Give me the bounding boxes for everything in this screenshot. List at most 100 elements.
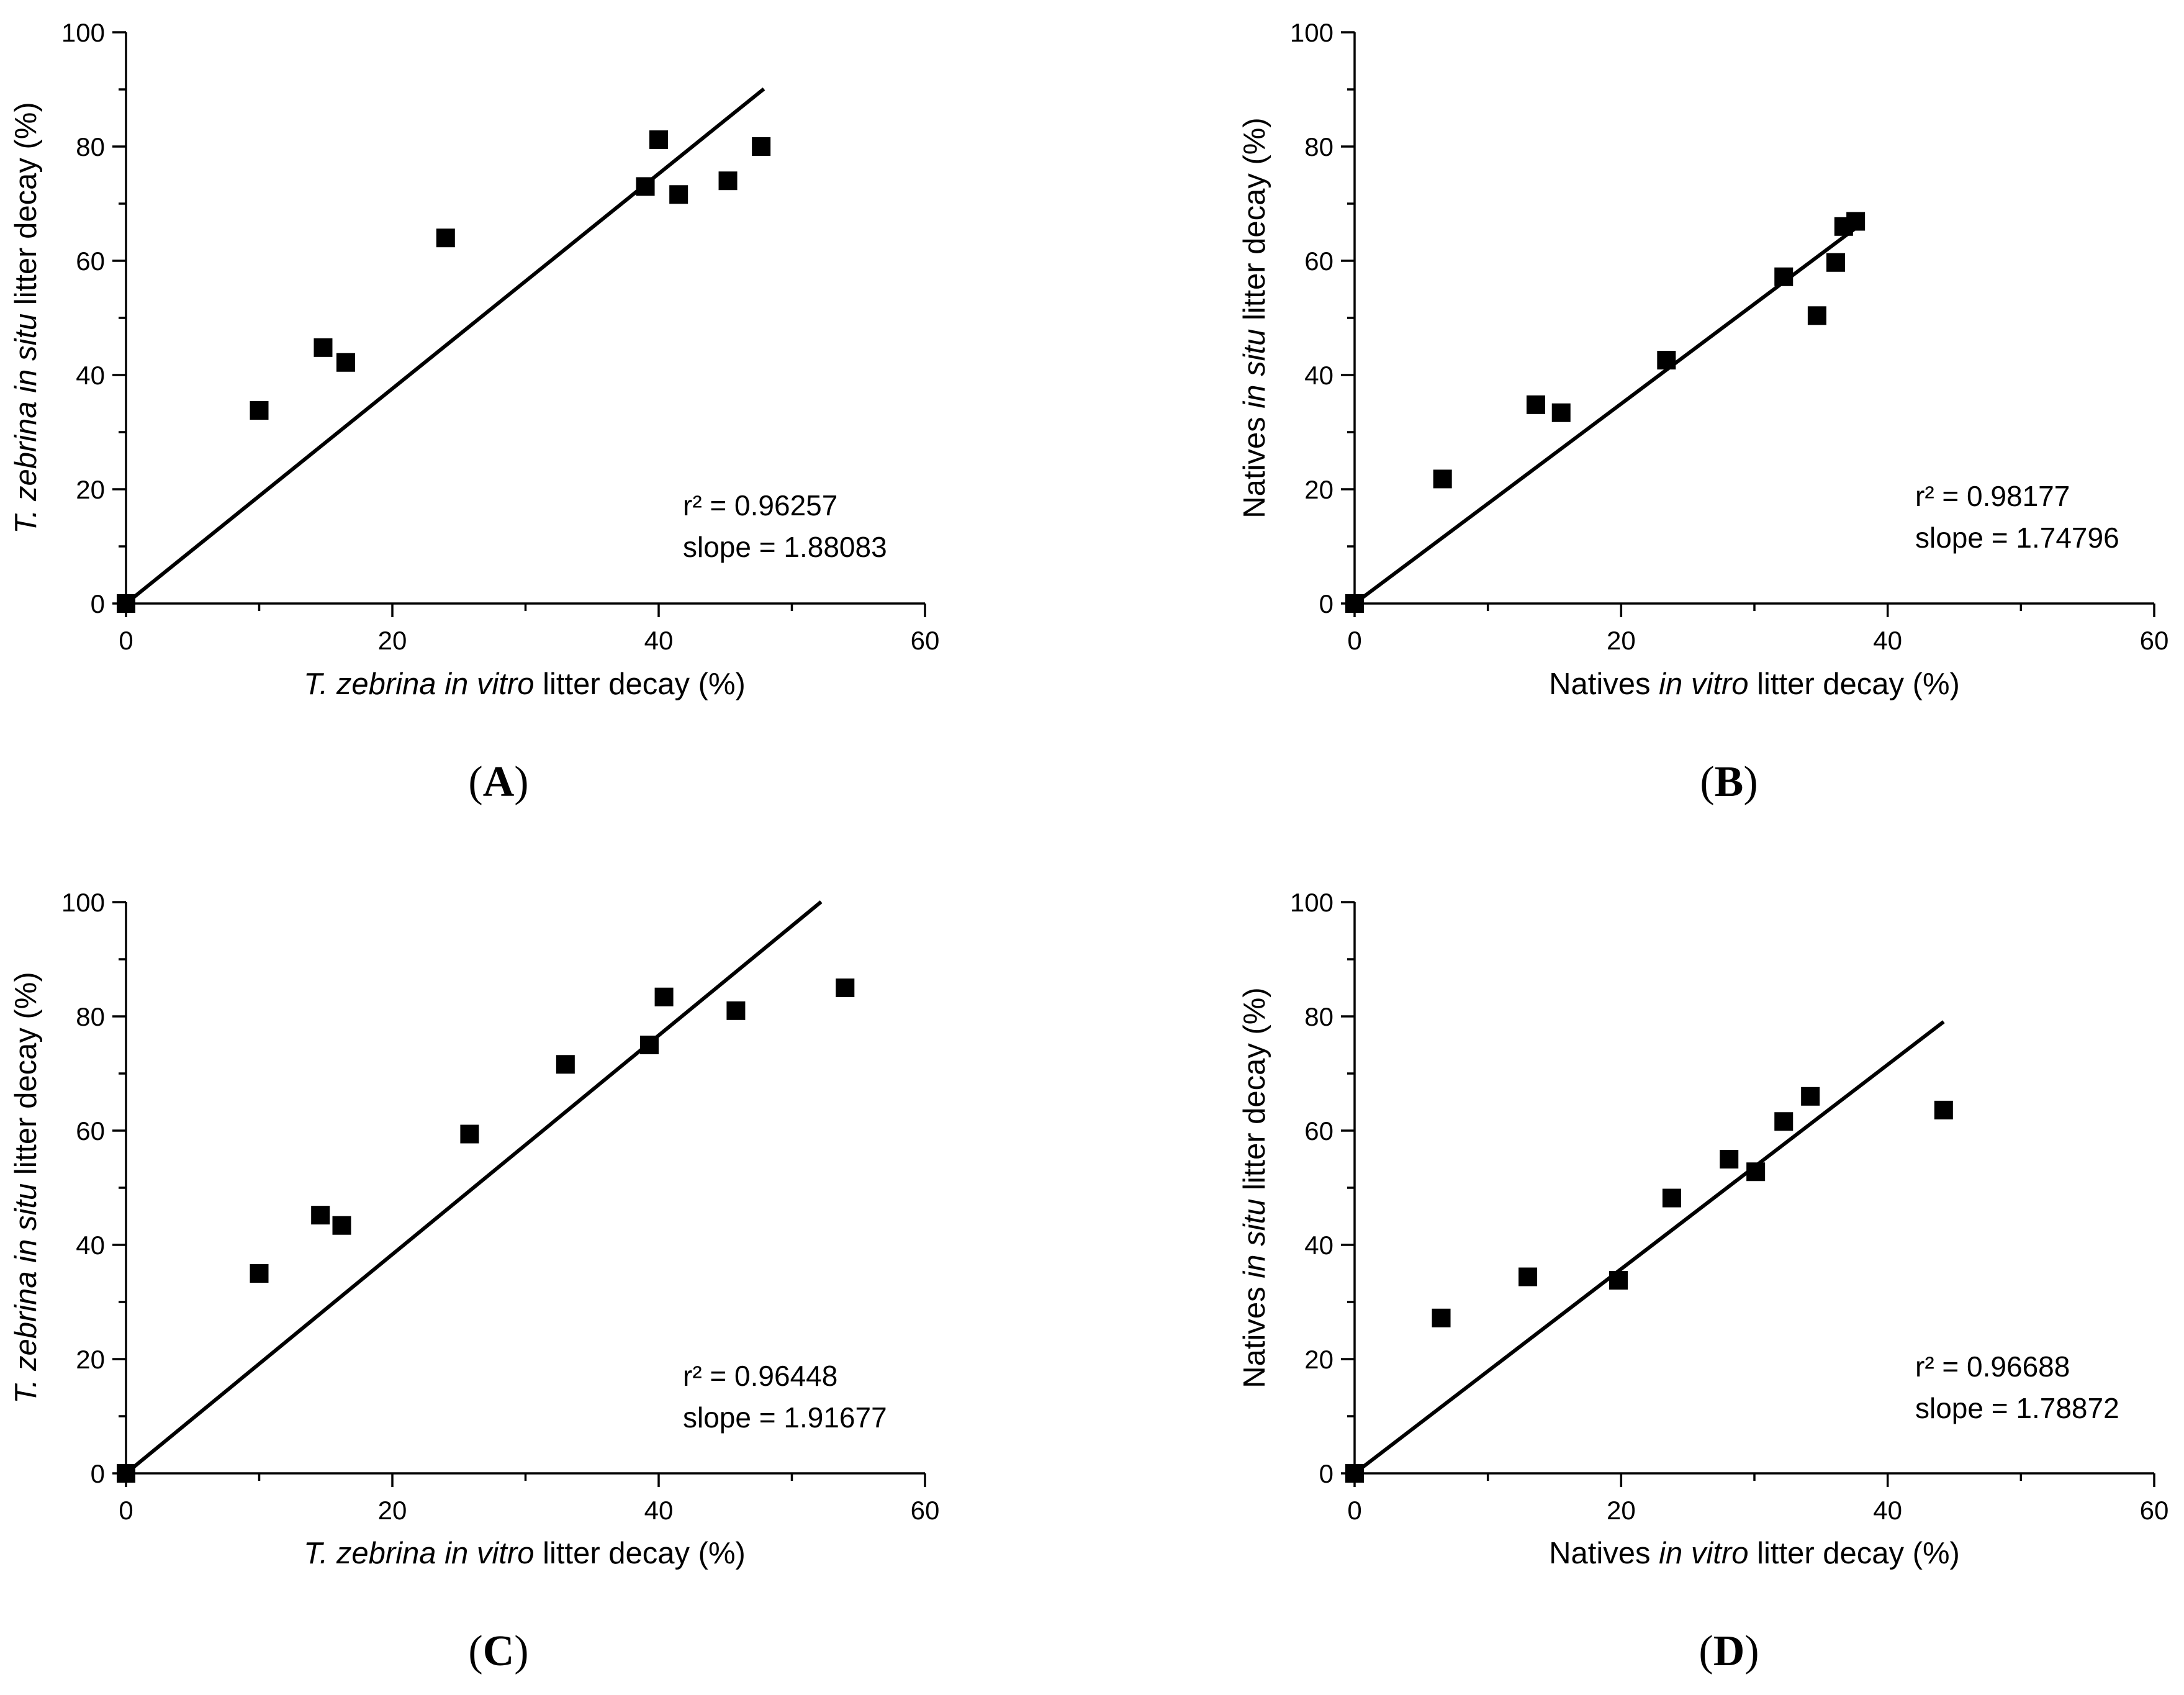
data-point bbox=[1657, 351, 1676, 370]
data-point bbox=[752, 137, 771, 156]
x-axis-label: Natives in vitro litter decay (%) bbox=[1549, 667, 1960, 701]
x-tick-label: 40 bbox=[644, 1496, 674, 1525]
y-tick-label: 60 bbox=[76, 246, 105, 276]
x-axis-label: T. zebrina in vitro litter decay (%) bbox=[304, 667, 746, 701]
data-point bbox=[332, 1216, 351, 1235]
y-axis-label: T. zebrina in situ litter decay (%) bbox=[9, 102, 43, 533]
data-point bbox=[636, 177, 655, 196]
y-tick-label: 80 bbox=[76, 132, 105, 161]
x-tick-label: 60 bbox=[2140, 1496, 2169, 1525]
regression-line bbox=[1353, 1020, 1945, 1475]
y-axis-label: T. zebrina in situ litter decay (%) bbox=[9, 972, 43, 1403]
chart-panel-d: 0 20 40 60 0 20 40 60 80 100 Natives in vitro litt… bbox=[1238, 888, 2168, 1675]
x-tick-label: 0 bbox=[1347, 626, 1361, 655]
y-tick-label: 20 bbox=[76, 475, 105, 504]
data-point bbox=[436, 228, 455, 248]
x-tick-label: 60 bbox=[2140, 626, 2169, 655]
data-point bbox=[639, 1036, 659, 1054]
y-tick-label: 80 bbox=[1304, 132, 1333, 161]
y-tick-label: 60 bbox=[1304, 1116, 1333, 1146]
r-squared-annotation: r² = 0.96257 bbox=[683, 489, 837, 522]
data-point bbox=[1609, 1271, 1628, 1290]
y-tick-label: 20 bbox=[1304, 1345, 1333, 1374]
y-tick-label: 40 bbox=[76, 1231, 105, 1260]
data-point bbox=[718, 171, 738, 191]
data-point bbox=[1774, 1112, 1794, 1131]
data-point bbox=[1826, 253, 1845, 272]
y-tick-label: 80 bbox=[76, 1002, 105, 1031]
y-tick-label: 0 bbox=[1319, 589, 1333, 618]
x-axis-label: T. zebrina in vitro litter decay (%) bbox=[304, 1537, 746, 1570]
data-point bbox=[1345, 1464, 1364, 1483]
r-squared-annotation: r² = 0.98177 bbox=[1915, 480, 2070, 512]
x-axis-label: Natives in vitro litter decay (%) bbox=[1549, 1537, 1960, 1570]
x-tick-label: 40 bbox=[1873, 1496, 1902, 1525]
data-point bbox=[1432, 1308, 1451, 1327]
data-point bbox=[314, 338, 333, 357]
y-tick-label: 100 bbox=[1290, 888, 1333, 917]
y-tick-label: 40 bbox=[76, 361, 105, 390]
data-point bbox=[1746, 1162, 1766, 1182]
slope-annotation: slope = 1.88083 bbox=[683, 531, 887, 563]
panel-label: (B) bbox=[1700, 758, 1758, 806]
data-point bbox=[726, 1001, 746, 1020]
y-tick-label: 100 bbox=[61, 18, 105, 47]
data-point bbox=[1526, 395, 1545, 414]
slope-annotation: slope = 1.74796 bbox=[1915, 522, 2119, 554]
data-point bbox=[1774, 267, 1794, 286]
data-point bbox=[1345, 594, 1364, 613]
x-tick-label: 20 bbox=[378, 626, 407, 655]
data-point bbox=[1551, 403, 1571, 422]
y-tick-label: 80 bbox=[1304, 1002, 1333, 1031]
regression-line bbox=[125, 900, 823, 1475]
data-point bbox=[1846, 212, 1866, 231]
data-point bbox=[117, 1464, 135, 1483]
data-point bbox=[311, 1206, 330, 1225]
data-point bbox=[1807, 306, 1826, 325]
y-tick-label: 100 bbox=[61, 888, 105, 917]
y-tick-label: 20 bbox=[1304, 475, 1333, 504]
data-point bbox=[1518, 1267, 1538, 1286]
panel-label: (D) bbox=[1699, 1627, 1759, 1675]
data-point bbox=[654, 987, 674, 1006]
data-point bbox=[250, 1264, 269, 1283]
r-squared-annotation: r² = 0.96688 bbox=[1915, 1350, 2070, 1383]
x-tick-label: 0 bbox=[119, 1496, 133, 1525]
chart-panel-b: 0 20 40 60 0 20 40 60 80 100 Natives in vitro litt… bbox=[1238, 18, 2168, 806]
slope-annotation: slope = 1.78872 bbox=[1915, 1392, 2119, 1424]
x-tick-label: 0 bbox=[1347, 1496, 1361, 1525]
slope-annotation: slope = 1.91677 bbox=[683, 1401, 887, 1434]
data-point bbox=[117, 594, 135, 613]
x-tick-label: 40 bbox=[644, 626, 674, 655]
chart-panel-c: 0 20 40 60 0 20 40 60 80 100 T. zebrina in vitro l… bbox=[9, 888, 939, 1675]
panel-label: (A) bbox=[468, 758, 528, 806]
y-tick-label: 60 bbox=[76, 1116, 105, 1146]
regression-line bbox=[1353, 224, 1860, 605]
y-tick-label: 0 bbox=[91, 589, 105, 618]
y-tick-label: 20 bbox=[76, 1345, 105, 1374]
data-point bbox=[460, 1124, 479, 1144]
data-point bbox=[1801, 1087, 1820, 1106]
x-tick-label: 60 bbox=[911, 626, 940, 655]
data-point bbox=[649, 130, 668, 149]
panel-label: (C) bbox=[468, 1627, 528, 1675]
r-squared-annotation: r² = 0.96448 bbox=[683, 1360, 837, 1392]
regression-line bbox=[125, 87, 765, 605]
x-tick-label: 20 bbox=[1607, 1496, 1636, 1525]
data-point bbox=[556, 1055, 575, 1074]
y-axis-label: Natives in situ litter decay (%) bbox=[1238, 117, 1271, 518]
x-tick-label: 60 bbox=[911, 1496, 940, 1525]
data-point bbox=[1720, 1150, 1739, 1168]
x-tick-label: 20 bbox=[1607, 626, 1636, 655]
data-point bbox=[1662, 1188, 1681, 1208]
y-tick-label: 0 bbox=[91, 1459, 105, 1488]
y-tick-label: 100 bbox=[1290, 18, 1333, 47]
x-tick-label: 40 bbox=[1873, 626, 1902, 655]
data-point bbox=[669, 185, 688, 204]
x-tick-label: 20 bbox=[378, 1496, 407, 1525]
x-tick-label: 0 bbox=[119, 626, 133, 655]
y-tick-label: 40 bbox=[1304, 1231, 1333, 1260]
y-axis-label: Natives in situ litter decay (%) bbox=[1238, 987, 1271, 1388]
data-point bbox=[250, 401, 269, 420]
